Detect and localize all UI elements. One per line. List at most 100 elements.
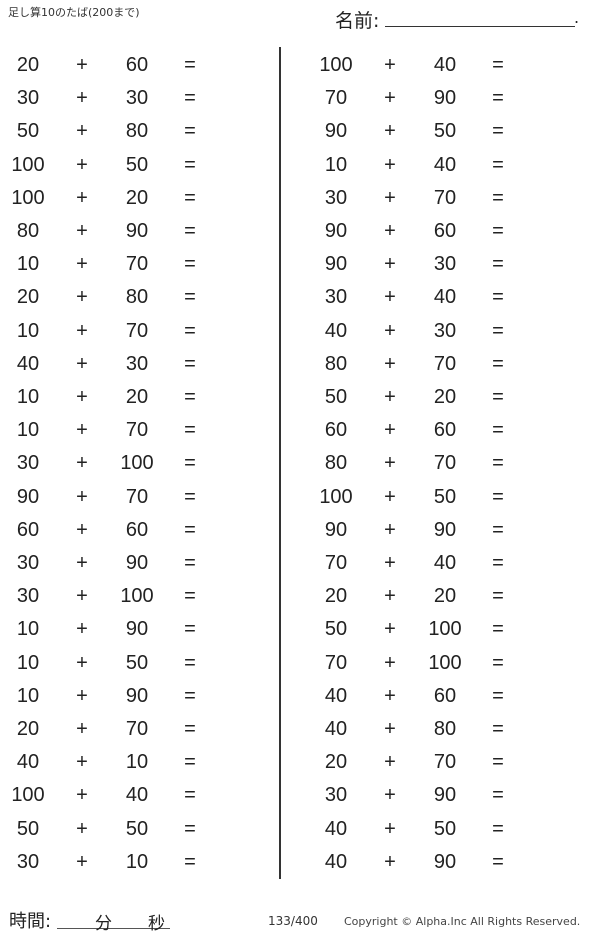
plus-sign: + [76,286,88,309]
second-operand: 60 [125,518,149,541]
second-operand: 40 [433,153,457,176]
first-operand: 30 [16,87,40,110]
equals-sign: = [492,87,504,110]
plus-sign: + [384,684,396,707]
second-operand: 30 [433,253,457,276]
equals-sign: = [184,518,196,541]
plus-sign: + [384,153,396,176]
plus-sign: + [384,850,396,873]
equals-sign: = [184,186,196,209]
first-operand: 20 [324,751,348,774]
second-operand: 20 [433,386,457,408]
plus-sign: + [384,319,396,342]
second-operand: 100 [428,618,462,641]
plus-sign: + [384,120,396,143]
second-operand: 80 [433,718,457,740]
second-operand: 50 [433,817,457,840]
plus-sign: + [384,485,396,508]
plus-sign: + [76,120,88,143]
equals-sign: = [184,220,196,242]
equals-sign: = [492,253,504,276]
equals-sign: = [184,485,196,508]
equals-sign: = [184,54,196,76]
time-field-line [57,928,170,929]
first-operand: 20 [16,54,40,76]
first-operand: 70 [324,552,348,574]
second-operand: 50 [125,153,149,176]
first-operand: 80 [324,452,348,475]
plus-sign: + [384,352,396,375]
equals-sign: = [184,87,196,110]
first-operand: 40 [324,817,348,840]
first-operand: 100 [319,54,353,76]
equals-sign: = [492,186,504,209]
plus-sign: + [76,751,88,774]
plus-sign: + [384,54,396,76]
first-operand: 20 [16,286,40,309]
equals-sign: = [492,684,504,707]
page-number: 133/400 [268,914,318,928]
second-operand: 70 [433,186,457,209]
plus-sign: + [76,352,88,375]
seconds-label: 秒 [148,914,165,934]
time-label: 時間: [9,911,52,932]
equals-sign: = [492,419,504,442]
second-operand: 90 [433,784,457,807]
second-operand: 40 [433,286,457,309]
first-operand: 30 [16,552,40,574]
first-operand: 20 [16,718,40,740]
equals-sign: = [184,817,196,840]
first-operand: 20 [324,585,348,608]
equals-sign: = [184,120,196,143]
equals-sign: = [492,518,504,541]
second-operand: 40 [433,552,457,574]
second-operand: 70 [125,419,149,442]
first-operand: 90 [324,518,348,541]
first-operand: 40 [324,319,348,342]
equals-sign: = [184,286,196,309]
plus-sign: + [384,518,396,541]
second-operand: 80 [125,286,149,309]
equals-sign: = [492,452,504,475]
first-operand: 50 [16,120,40,143]
second-operand: 70 [125,718,149,740]
name-end-mark: . [574,8,580,27]
equals-sign: = [184,419,196,442]
equals-sign: = [184,153,196,176]
second-operand: 70 [125,253,149,276]
second-operand: 40 [433,54,457,76]
first-operand: 40 [324,850,348,873]
first-operand: 10 [16,253,40,276]
first-operand: 40 [324,718,348,740]
first-operand: 100 [319,485,353,508]
plus-sign: + [76,319,88,342]
equals-sign: = [492,319,504,342]
worksheet-title: 足し算10のたば(200まで) [8,6,140,19]
first-operand: 100 [11,153,45,176]
first-operand: 10 [16,651,40,674]
first-operand: 70 [324,87,348,110]
first-operand: 50 [16,817,40,840]
plus-sign: + [76,220,88,242]
equals-sign: = [492,751,504,774]
first-operand: 60 [16,518,40,541]
first-operand: 40 [16,352,40,375]
plus-sign: + [76,718,88,740]
first-operand: 30 [324,186,348,209]
equals-sign: = [184,319,196,342]
equals-sign: = [492,352,504,375]
plus-sign: + [384,784,396,807]
equals-sign: = [184,585,196,608]
first-operand: 100 [11,784,45,807]
plus-sign: + [76,784,88,807]
equals-sign: = [492,286,504,309]
first-operand: 30 [324,286,348,309]
equals-sign: = [184,618,196,641]
second-operand: 50 [125,817,149,840]
second-operand: 60 [433,419,457,442]
equals-sign: = [184,684,196,707]
name-field-line [385,26,575,27]
plus-sign: + [76,817,88,840]
equals-sign: = [184,352,196,375]
first-operand: 10 [16,319,40,342]
